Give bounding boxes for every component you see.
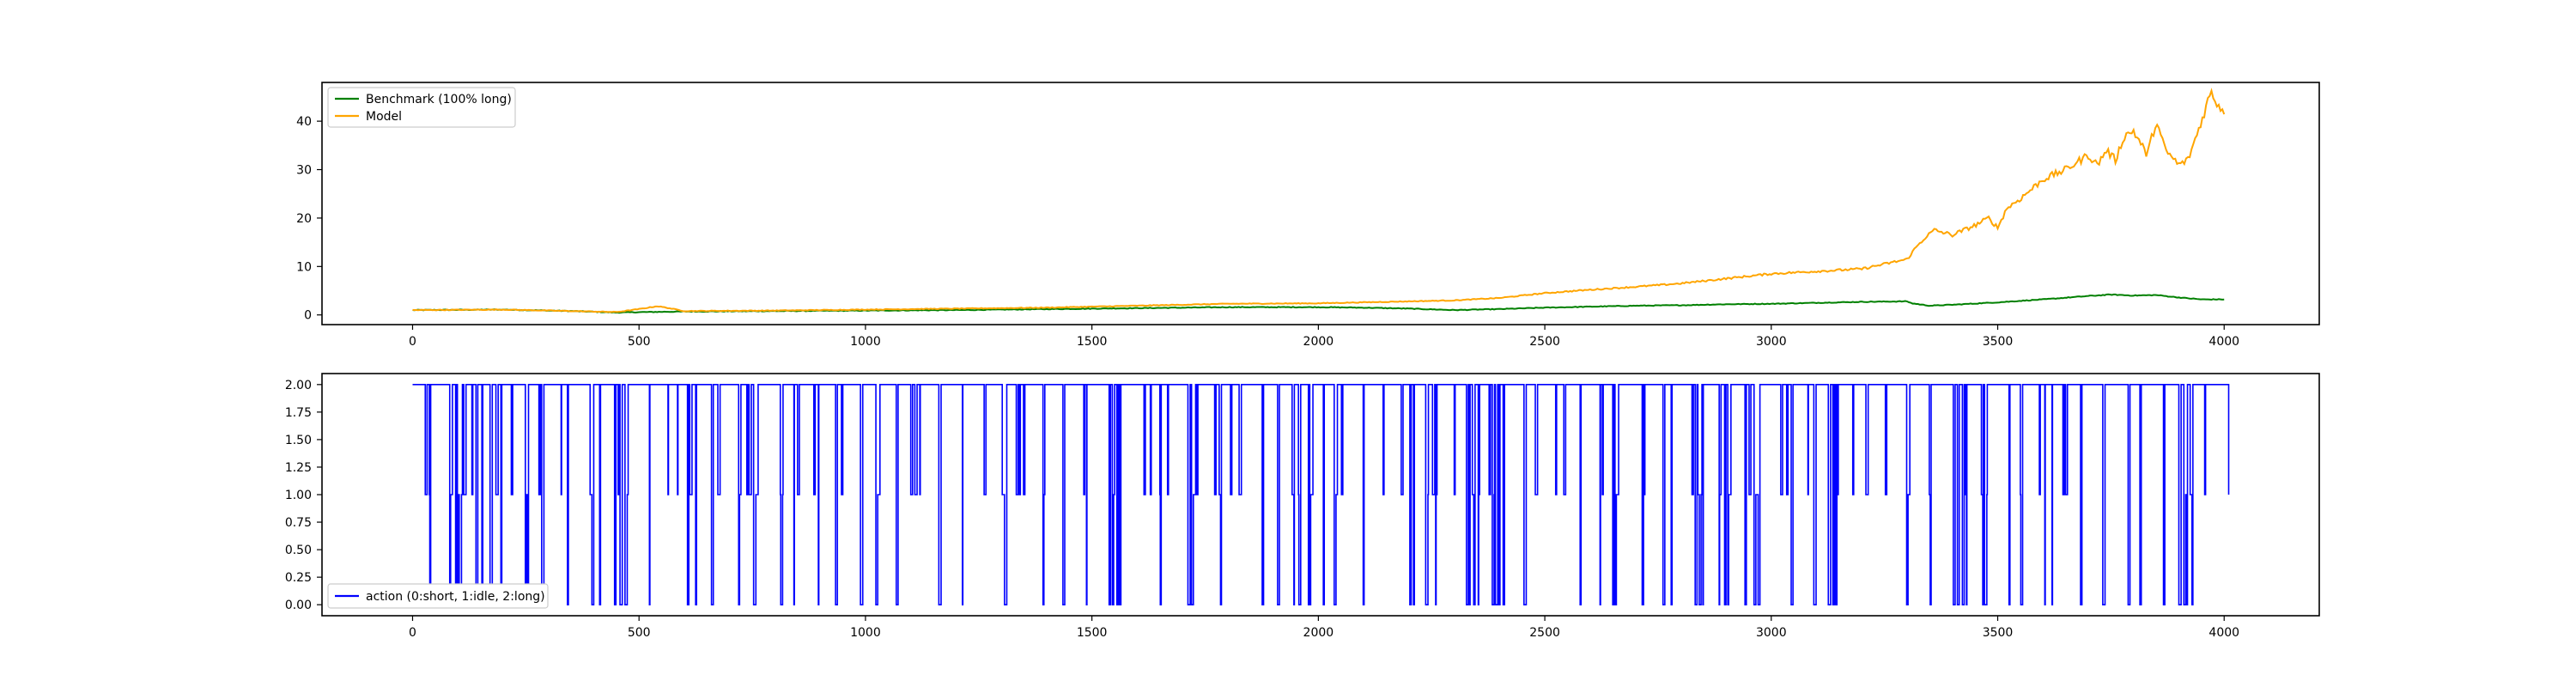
top-legend-box bbox=[327, 87, 516, 128]
bottom-y-ticks: 0.00 0.25 0.50 0.75 1.00 1.25 1.50 1.75 2.00 bbox=[285, 379, 322, 612]
bottom-x-ticks: 0 500 1000 1500 2000 2500 3000 3500 4000 bbox=[409, 616, 2239, 640]
bottom-xtick-label-1: 500 bbox=[628, 626, 651, 640]
top-axes-frame bbox=[321, 82, 2320, 325]
bottom-legend: action (0:short, 1:idle, 2:long) bbox=[327, 583, 549, 609]
bottom-xtick-label-2: 1000 bbox=[850, 626, 881, 640]
top-xtick-label-1: 500 bbox=[628, 335, 651, 349]
legend-label-action: action (0:short, 1:idle, 2:long) bbox=[366, 590, 545, 604]
equity-curve-panel: 0 500 1000 1500 2000 2500 3000 3500 4000 0 10 20 30… bbox=[296, 82, 2320, 349]
top-xtick-label-8: 4000 bbox=[2208, 335, 2239, 349]
top-x-ticks: 0 500 1000 1500 2000 2500 3000 3500 4000 bbox=[409, 325, 2239, 349]
top-legend: Benchmark (100% long) Model bbox=[327, 87, 516, 128]
top-ytick-label-4: 40 bbox=[296, 115, 312, 129]
top-ytick-label-2: 20 bbox=[296, 212, 312, 226]
bottom-ytick-label-1: 0.25 bbox=[285, 571, 312, 585]
bottom-ytick-label-2: 0.50 bbox=[285, 544, 312, 557]
top-y-ticks: 0 10 20 30 40 bbox=[296, 115, 322, 323]
bottom-xtick-label-0: 0 bbox=[409, 626, 416, 640]
legend-label-benchmark: Benchmark (100% long) bbox=[366, 93, 512, 106]
bottom-xtick-label-4: 2000 bbox=[1303, 626, 1334, 640]
action-panel: 0 500 1000 1500 2000 2500 3000 3500 4000 0.00 0.2… bbox=[285, 373, 2320, 640]
bottom-ytick-label-8: 2.00 bbox=[285, 379, 312, 392]
top-xtick-label-7: 3500 bbox=[1983, 335, 2014, 349]
top-xtick-label-5: 2500 bbox=[1529, 335, 1560, 349]
bottom-ytick-label-6: 1.50 bbox=[285, 434, 312, 447]
top-ytick-label-3: 30 bbox=[296, 164, 312, 178]
top-xtick-label-0: 0 bbox=[409, 335, 416, 349]
bottom-legend-box bbox=[327, 583, 549, 609]
legend-label-model: Model bbox=[366, 110, 402, 124]
top-ytick-label-0: 0 bbox=[304, 309, 312, 323]
top-series-group bbox=[412, 88, 2226, 314]
bottom-ytick-label-4: 1.00 bbox=[285, 489, 312, 502]
bottom-ytick-label-7: 1.75 bbox=[285, 406, 312, 420]
bottom-ytick-label-0: 0.00 bbox=[285, 599, 312, 612]
top-ytick-label-1: 10 bbox=[296, 260, 312, 274]
top-xtick-label-4: 2000 bbox=[1303, 335, 1334, 349]
top-xtick-label-3: 1500 bbox=[1077, 335, 1108, 349]
top-xtick-label-6: 3000 bbox=[1756, 335, 1787, 349]
bottom-xtick-label-7: 3500 bbox=[1983, 626, 2014, 640]
bottom-xtick-label-8: 4000 bbox=[2208, 626, 2239, 640]
bottom-xtick-label-3: 1500 bbox=[1077, 626, 1108, 640]
series-line-action bbox=[412, 384, 2230, 605]
series-line-model bbox=[412, 88, 2226, 313]
bottom-ytick-label-5: 1.25 bbox=[285, 461, 312, 475]
top-xtick-label-2: 1000 bbox=[850, 335, 881, 349]
bottom-series-group bbox=[412, 384, 2230, 605]
bottom-xtick-label-5: 2500 bbox=[1529, 626, 1560, 640]
bottom-xtick-label-6: 3000 bbox=[1756, 626, 1787, 640]
bottom-ytick-label-3: 0.75 bbox=[285, 516, 312, 530]
